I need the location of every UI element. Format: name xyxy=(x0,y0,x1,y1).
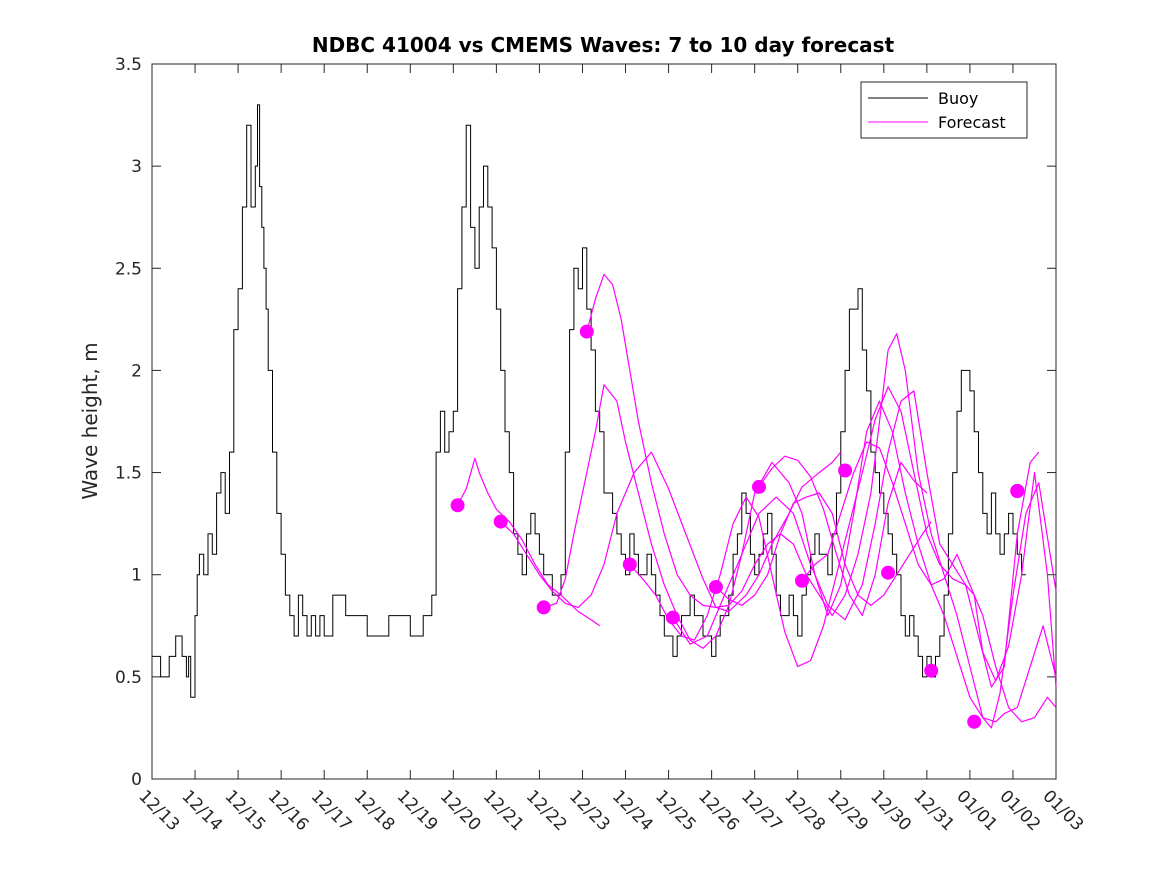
y-tick-label: 3.5 xyxy=(115,55,142,75)
buoy-series xyxy=(152,104,1026,698)
y-tick-label: 1 xyxy=(131,566,142,586)
forecast-start-marker xyxy=(622,557,637,572)
forecast-line xyxy=(715,492,932,607)
y-tick-label: 0 xyxy=(131,770,142,790)
forecast-series-group xyxy=(457,273,1057,729)
forecast-start-marker xyxy=(752,479,766,494)
buoy-line xyxy=(152,104,1026,698)
forecast-start-marker xyxy=(536,600,551,615)
forecast-start-marker xyxy=(881,565,896,580)
forecast-start-marker xyxy=(665,610,680,625)
y-tick-label: 3 xyxy=(131,157,142,177)
forecast-start-marker xyxy=(967,714,982,729)
y-tick-label: 2.5 xyxy=(115,259,142,279)
y-tick-label: 2 xyxy=(131,361,142,381)
legend-buoy-label: Buoy xyxy=(938,89,978,108)
axis-ticks xyxy=(151,63,1057,780)
forecast-line xyxy=(629,386,1057,688)
forecast-line xyxy=(586,273,1057,729)
forecast-start-marker xyxy=(924,663,939,678)
forecast-line xyxy=(543,384,1057,723)
legend-box xyxy=(860,81,1028,139)
forecast-start-marker xyxy=(579,324,594,339)
forecast-start-markers xyxy=(450,324,1025,729)
legend-forecast-label: Forecast xyxy=(938,113,1006,132)
y-axis-tick-labels: 0 0.5 1 1.5 2 2.5 3 3.5 xyxy=(115,55,142,790)
plot-area xyxy=(151,63,1057,780)
forecast-start-marker xyxy=(493,514,508,529)
forecast-line xyxy=(672,390,1040,688)
forecast-start-marker xyxy=(1010,484,1025,498)
y-tick-label: 0.5 xyxy=(115,668,142,688)
forecast-line xyxy=(758,455,928,617)
forecast-start-marker xyxy=(708,580,723,594)
forecast-line xyxy=(801,441,1057,723)
chart-title: NDBC 41004 vs CMEMS Waves: 7 to 10 day f… xyxy=(312,33,895,57)
y-tick-label: 1.5 xyxy=(115,464,142,484)
y-axis-label: Wave height, m xyxy=(78,342,102,499)
forecast-line xyxy=(457,457,601,627)
legend: Buoy Forecast xyxy=(860,81,1028,139)
forecast-start-marker xyxy=(838,463,853,478)
forecast-start-marker xyxy=(450,498,465,513)
forecast-start-marker xyxy=(795,573,809,588)
